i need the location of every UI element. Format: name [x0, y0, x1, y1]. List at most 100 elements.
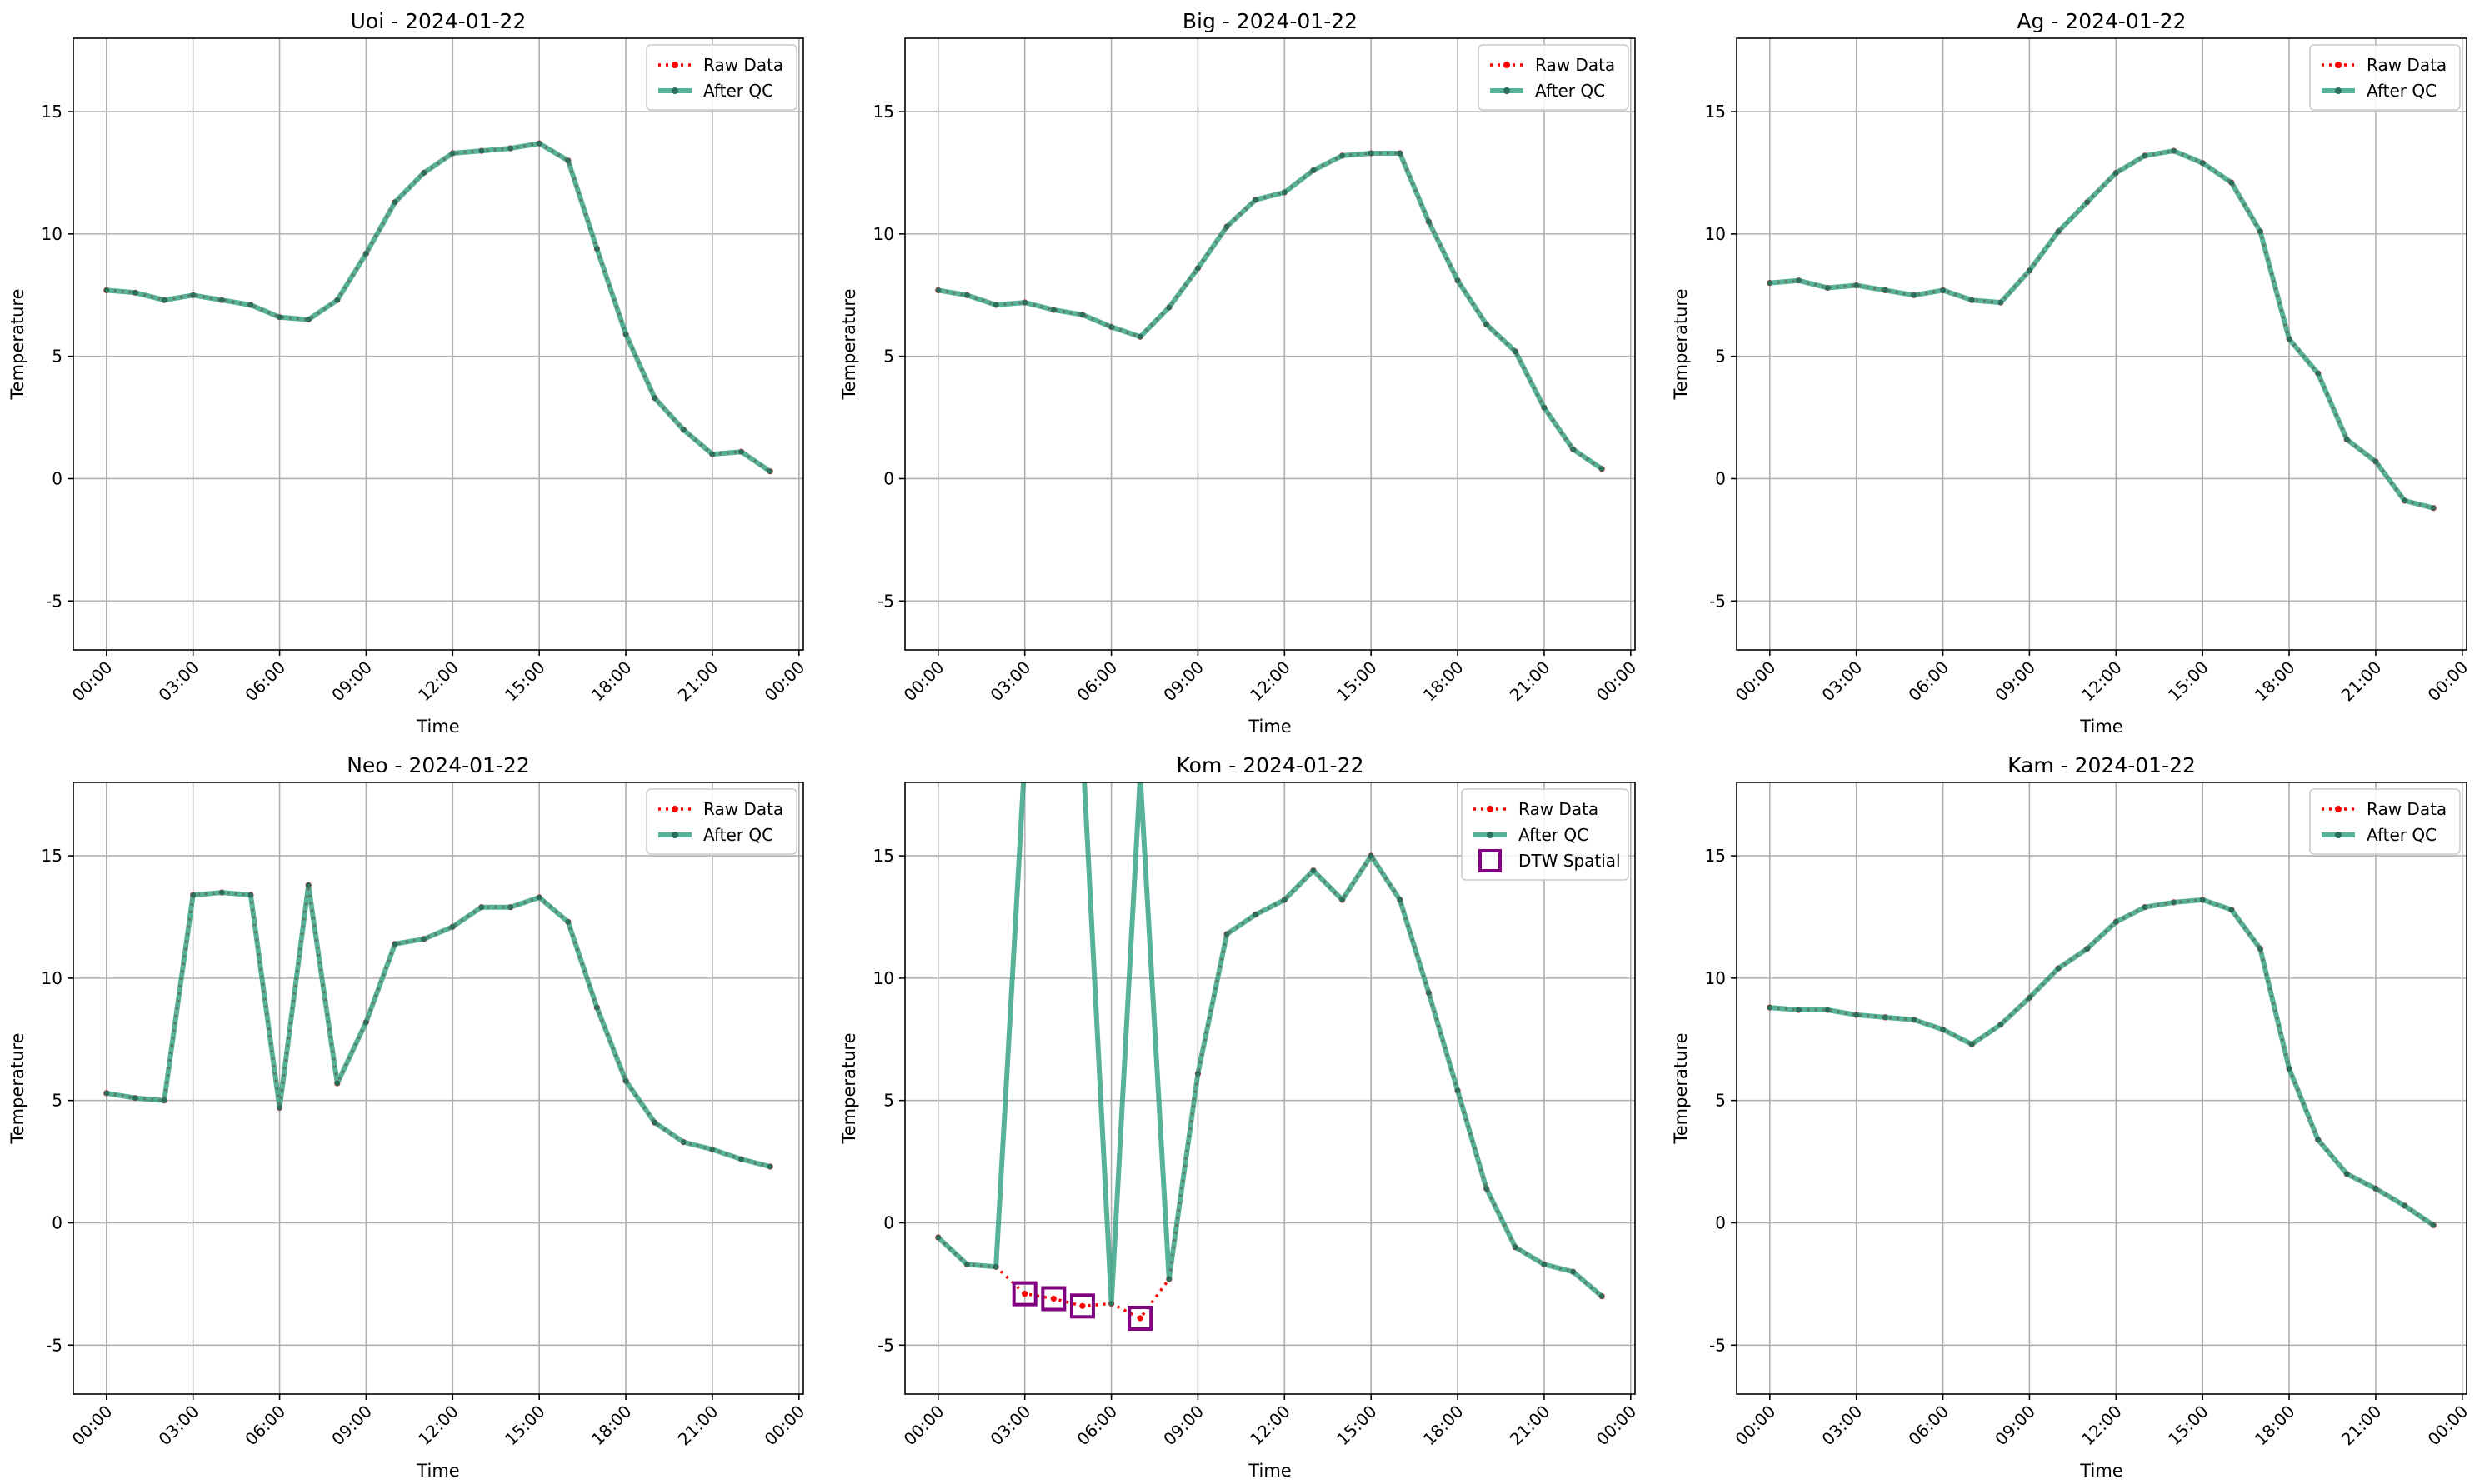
y-tick-label: 10	[1705, 224, 1726, 244]
x-tick-label: 00:00	[1732, 657, 1780, 706]
x-tick-label: 06:00	[1904, 657, 1952, 706]
legend-label: After QC	[2367, 81, 2437, 101]
x-tick-label: 09:00	[328, 1402, 376, 1450]
legend: Raw Data After QC	[646, 788, 798, 855]
x-tick-label: 18:00	[1419, 657, 1468, 706]
raw-line	[1767, 147, 2437, 512]
legend-swatch	[1503, 87, 1510, 94]
y-tick-label: 15	[42, 102, 62, 122]
plot-area	[1767, 897, 2437, 1228]
x-tick-label: 15:00	[2164, 657, 2212, 706]
x-tick-label: 03:00	[986, 657, 1034, 706]
legend-label: Raw Data	[1518, 799, 1598, 819]
x-tick-label: 00:00	[900, 657, 948, 706]
y-tick-label: 15	[1705, 846, 1726, 866]
legend: Raw Data After QC	[646, 44, 798, 111]
x-tick-label: 03:00	[154, 657, 202, 706]
legend: Raw Data After QC	[2309, 44, 2461, 111]
y-tick-label: 0	[883, 468, 894, 488]
y-tick-label: 5	[883, 1091, 894, 1111]
x-tick-label: 03:00	[154, 1402, 202, 1450]
legend-swatch	[1487, 806, 1493, 812]
x-tick-label: 00:00	[1592, 657, 1641, 706]
y-tick-label: 15	[42, 846, 62, 866]
x-axis-label: Time	[1248, 717, 1291, 737]
x-tick-label: 09:00	[1991, 657, 2039, 706]
legend-box	[2309, 44, 2461, 111]
legend-label: After QC	[1518, 825, 1588, 845]
raw-line	[1767, 897, 2437, 1228]
x-tick-label: 00:00	[68, 657, 117, 706]
subplot: 00:00 03:00 06:00 09:00 12:00 15:00 18:00 21:00…	[8, 9, 808, 737]
flag-marker	[1041, 1286, 1067, 1312]
x-tick-label: 18:00	[2251, 1402, 2299, 1450]
x-tick-label: 18:00	[588, 657, 636, 706]
x-tick-label: 21:00	[2338, 1402, 2386, 1450]
subplot-title: Kom - 2024-01-22	[1177, 753, 1364, 777]
raw-line	[935, 852, 1605, 1322]
x-tick-label: 00:00	[1592, 1402, 1641, 1450]
x-axis-label: Time	[1248, 1461, 1291, 1481]
subplot-title: Neo - 2024-01-22	[347, 753, 530, 777]
legend-swatch	[672, 806, 678, 812]
legend-box	[1461, 788, 1629, 881]
subplot: 00:00 03:00 06:00 09:00 12:00 15:00 18:00 21:00…	[839, 753, 1641, 1481]
subplot-title: Uoi - 2024-01-22	[351, 9, 527, 33]
y-tick-label: 15	[873, 102, 894, 122]
axes-frame	[72, 37, 804, 651]
x-tick-label: 06:00	[1904, 1402, 1952, 1450]
x-tick-label: 09:00	[1159, 1402, 1208, 1450]
x-tick-label: 18:00	[1419, 1402, 1468, 1450]
x-tick-label: 12:00	[2078, 657, 2126, 706]
legend-label: Raw Data	[703, 55, 783, 75]
qc-line	[103, 141, 773, 474]
subplot-title: Kam - 2024-01-22	[2008, 753, 2196, 777]
y-axis-label: Temperature	[839, 288, 859, 400]
x-tick-label: 00:00	[2424, 657, 2472, 706]
y-tick-label: 10	[873, 224, 894, 244]
legend-swatch	[2335, 806, 2342, 812]
x-tick-label: 09:00	[1991, 1402, 2039, 1450]
x-axis-label: Time	[416, 717, 459, 737]
x-tick-label: 09:00	[1159, 657, 1208, 706]
subplot-title: Big - 2024-01-22	[1182, 9, 1358, 33]
x-tick-label: 21:00	[1506, 657, 1554, 706]
x-tick-label: 15:00	[1332, 657, 1381, 706]
y-tick-label: 0	[52, 1212, 62, 1232]
legend-label: After QC	[703, 81, 773, 101]
x-tick-label: 00:00	[761, 657, 809, 706]
x-tick-label: 03:00	[1818, 1402, 1866, 1450]
legend-swatch	[2335, 62, 2342, 68]
axes-frame	[904, 37, 1636, 651]
legend-swatch	[1478, 849, 1502, 872]
legend-swatch	[672, 87, 678, 94]
x-tick-label: 12:00	[2078, 1402, 2126, 1450]
subplot: 00:00 03:00 06:00 09:00 12:00 15:00 18:00 21:00…	[1671, 753, 2472, 1481]
y-tick-label: 5	[52, 1091, 62, 1111]
qc-line	[103, 882, 773, 1170]
x-axis-label: Time	[2079, 1461, 2122, 1481]
x-tick-label: 12:00	[414, 657, 462, 706]
y-tick-label: -5	[46, 591, 62, 611]
x-tick-label: 00:00	[68, 1402, 117, 1450]
raw-line	[103, 140, 773, 475]
plot-area	[1767, 147, 2437, 512]
legend-label: After QC	[703, 825, 773, 845]
legend: Raw Data After QC DTW Spatial	[1461, 788, 1629, 881]
x-tick-label: 00:00	[1732, 1402, 1780, 1450]
legend-box	[646, 788, 798, 855]
qc-line	[935, 150, 1605, 472]
legend-label: Raw Data	[703, 799, 783, 819]
x-tick-label: 06:00	[1072, 1402, 1121, 1450]
y-tick-label: 0	[1715, 1212, 1726, 1232]
subplot: 00:00 03:00 06:00 09:00 12:00 15:00 18:00 21:00…	[1671, 9, 2472, 737]
legend: Raw Data After QC	[2309, 788, 2461, 855]
y-tick-label: 15	[1705, 102, 1726, 122]
subplot: 00:00 03:00 06:00 09:00 12:00 15:00 18:00 21:00…	[839, 9, 1640, 737]
x-tick-label: 21:00	[1506, 1402, 1554, 1450]
x-tick-label: 21:00	[674, 1402, 722, 1450]
y-axis-label: Temperature	[1671, 1032, 1691, 1144]
x-tick-label: 15:00	[1332, 1402, 1381, 1450]
plot-area	[935, 782, 1605, 1322]
x-tick-label: 15:00	[2164, 1402, 2212, 1450]
